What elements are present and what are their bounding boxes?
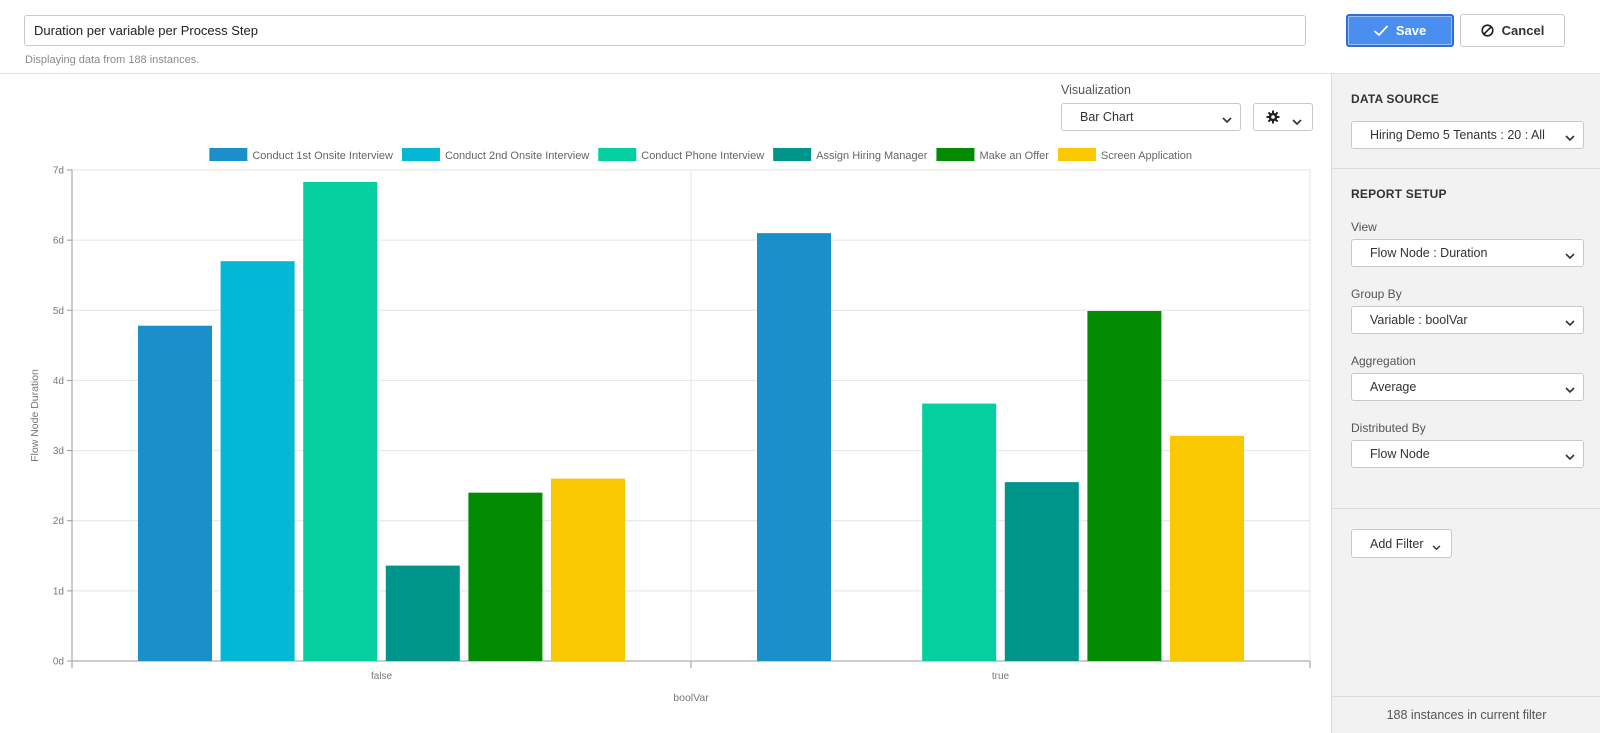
- data-source-select[interactable]: Hiring Demo 5 Tenants : 20 : All: [1351, 121, 1584, 149]
- divider: [1332, 508, 1600, 509]
- aggregation-label: Aggregation: [1351, 354, 1416, 368]
- report-settings-panel: DATA SOURCE Hiring Demo 5 Tenants : 20 :…: [1331, 74, 1600, 733]
- visualization-label: Visualization: [1061, 83, 1131, 97]
- legend-swatch: [936, 148, 975, 161]
- x-tick-label: true: [992, 671, 1010, 682]
- bar: [468, 492, 543, 661]
- chevron-down-icon: [1565, 316, 1575, 330]
- aggregation-value: Average: [1370, 380, 1417, 394]
- distributed-by-value: Flow Node: [1370, 447, 1430, 461]
- chevron-down-icon: [1565, 131, 1575, 145]
- chevron-down-icon: [1432, 540, 1441, 554]
- report-header: Displaying data from 188 instances. Save…: [0, 0, 1600, 74]
- distributed-by-select[interactable]: Flow Node: [1351, 440, 1584, 468]
- visualization-select[interactable]: Bar Chart: [1061, 103, 1241, 131]
- aggregation-select[interactable]: Average: [1351, 373, 1584, 401]
- x-axis-title: boolVar: [673, 692, 709, 704]
- cancel-button-label: Cancel: [1501, 23, 1545, 38]
- save-button-label: Save: [1395, 23, 1427, 38]
- y-tick-label: 3d: [53, 446, 64, 457]
- legend-label: Conduct 1st Onsite Interview: [252, 150, 393, 162]
- cancel-button[interactable]: Cancel: [1460, 14, 1565, 47]
- instance-count-text: Displaying data from 188 instances.: [25, 54, 200, 66]
- bar: [1087, 310, 1162, 661]
- visualization-select-value: Bar Chart: [1080, 110, 1134, 124]
- legend-label: Conduct Phone Interview: [641, 150, 764, 162]
- view-select[interactable]: Flow Node : Duration: [1351, 239, 1584, 267]
- legend-label: Screen Application: [1101, 150, 1192, 162]
- chevron-down-icon: [1565, 383, 1575, 397]
- checkmark-icon: [1373, 25, 1388, 37]
- y-tick-label: 1d: [53, 586, 64, 597]
- legend-swatch: [598, 148, 637, 161]
- gear-icon: [1266, 110, 1280, 129]
- bar: [757, 233, 831, 661]
- divider: [1332, 168, 1600, 169]
- chevron-down-icon: [1565, 450, 1575, 464]
- y-tick-label: 7d: [53, 166, 64, 177]
- group-by-select[interactable]: Variable : boolVar: [1351, 306, 1584, 334]
- chevron-down-icon: [1565, 249, 1575, 263]
- report-name-input[interactable]: [24, 15, 1306, 46]
- y-tick-label: 0d: [53, 657, 64, 668]
- bar: [551, 478, 625, 661]
- legend-label: Conduct 2nd Onsite Interview: [445, 150, 589, 162]
- legend-label: Make an Offer: [979, 150, 1049, 162]
- bar: [220, 261, 295, 661]
- bar: [1170, 435, 1244, 661]
- legend-swatch: [401, 148, 440, 161]
- bar-chart: 0d 1d 2d 3d 4d 5d 6d 7d false true boolVar Flow Nod…: [29, 148, 1311, 704]
- bar: [303, 181, 378, 661]
- chevron-down-icon: [1222, 113, 1232, 127]
- group-by-value: Variable : boolVar: [1370, 313, 1468, 327]
- bar: [922, 403, 997, 661]
- y-tick-label: 2d: [53, 516, 64, 527]
- chart-settings-button[interactable]: [1253, 103, 1313, 131]
- group-by-label: Group By: [1351, 287, 1402, 301]
- chevron-down-icon: [1292, 113, 1302, 131]
- save-button[interactable]: Save: [1346, 14, 1454, 47]
- legend-swatch: [209, 148, 248, 161]
- y-tick-label: 4d: [53, 376, 64, 387]
- data-source-title: DATA SOURCE: [1351, 92, 1439, 106]
- bar: [1004, 482, 1079, 661]
- add-filter-button[interactable]: Add Filter: [1351, 529, 1452, 558]
- legend-label: Assign Hiring Manager: [816, 150, 928, 162]
- y-tick-label: 6d: [53, 236, 64, 247]
- report-setup-title: REPORT SETUP: [1351, 187, 1447, 201]
- legend-swatch: [773, 148, 812, 161]
- legend-swatch: [1057, 148, 1096, 161]
- y-tick-label: 5d: [53, 306, 64, 317]
- distributed-by-label: Distributed By: [1351, 421, 1426, 435]
- view-label: View: [1351, 220, 1377, 234]
- x-tick-label: false: [371, 671, 393, 682]
- cancel-circle-icon: [1481, 24, 1494, 37]
- data-source-value: Hiring Demo 5 Tenants : 20 : All: [1370, 128, 1545, 142]
- y-axis-title: Flow Node Duration: [29, 369, 41, 462]
- bar: [385, 565, 460, 661]
- bar: [138, 325, 212, 661]
- add-filter-label: Add Filter: [1370, 536, 1424, 551]
- panel-footer: 188 instances in current filter: [1332, 696, 1600, 733]
- filter-instance-count: 188 instances in current filter: [1386, 708, 1547, 722]
- view-value: Flow Node : Duration: [1370, 246, 1488, 260]
